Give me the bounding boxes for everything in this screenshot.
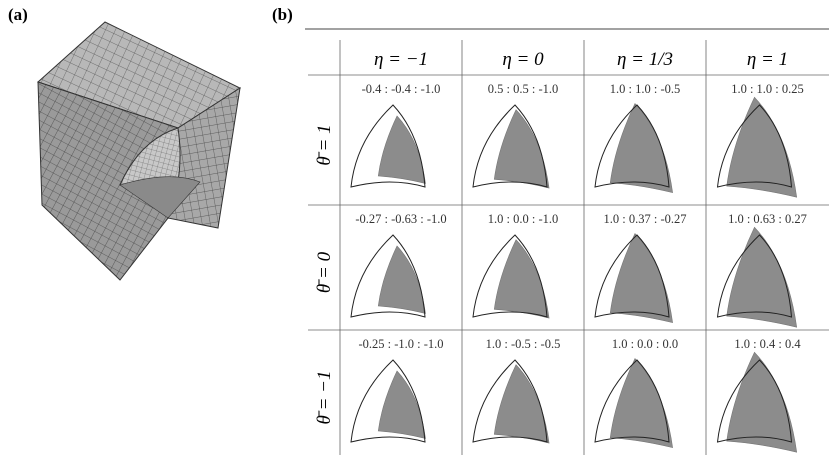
deformed-shape [610,104,672,193]
panel-label: (a) [8,5,28,24]
row-header: θ̄ = 0 [314,251,335,293]
panel-label: (b) [272,5,293,24]
column-header: η = −1 [374,49,428,70]
cell-label: 1.0 : 0.37 : -0.27 [604,212,687,226]
deformed-shape [494,110,549,188]
deformed-shape [494,365,549,443]
row-header: θ̄ = 1 [314,124,335,165]
cell-label: -0.25 : -1.0 : -1.0 [358,337,443,351]
cell-label: 0.5 : 0.5 : -1.0 [488,82,558,96]
yield-surface [595,359,673,448]
deformed-shape [610,359,672,448]
yield-surface [718,227,797,327]
cell-label: 1.0 : 0.63 : 0.27 [728,212,807,226]
cell-label: 1.0 : 0.0 : -1.0 [488,212,558,226]
cell-label: 1.0 : 0.0 : 0.0 [612,337,678,351]
yield-surface [718,97,797,197]
deformed-shape [494,240,549,318]
yield-surface [473,360,549,443]
cell-label: -0.4 : -0.4 : -1.0 [362,82,441,96]
yield-surface [595,234,673,323]
cell-label: 1.0 : 1.0 : 0.25 [731,82,804,96]
cell-label: 1.0 : -0.5 : -0.5 [486,337,561,351]
figure: (a) (b) η = −1 η = 0 η = 1/3 η = 1 θ̄ = 1 -0.… [0,0,829,467]
yield-surface [718,352,797,452]
yield-surface [351,235,426,317]
cell-label: 1.0 : 0.4 : 0.4 [734,337,801,351]
yield-surface [351,360,426,442]
yield-surface [351,105,426,187]
column-header: η = 0 [502,49,544,70]
page: {"panel_a": {"label": "(a)"}, "panel_b":… [0,0,829,467]
row-header: θ̄ = −1 [314,371,335,425]
cell-label: -0.27 : -0.63 : -1.0 [355,212,446,226]
yield-surface [473,105,549,188]
column-header: η = 1/3 [617,49,673,70]
deformed-shape [610,234,672,323]
cell-label: 1.0 : 1.0 : -0.5 [610,82,680,96]
cube-mesh [38,22,240,280]
yield-surface [595,104,673,193]
column-header: η = 1 [747,49,788,70]
yield-surface [473,235,549,318]
